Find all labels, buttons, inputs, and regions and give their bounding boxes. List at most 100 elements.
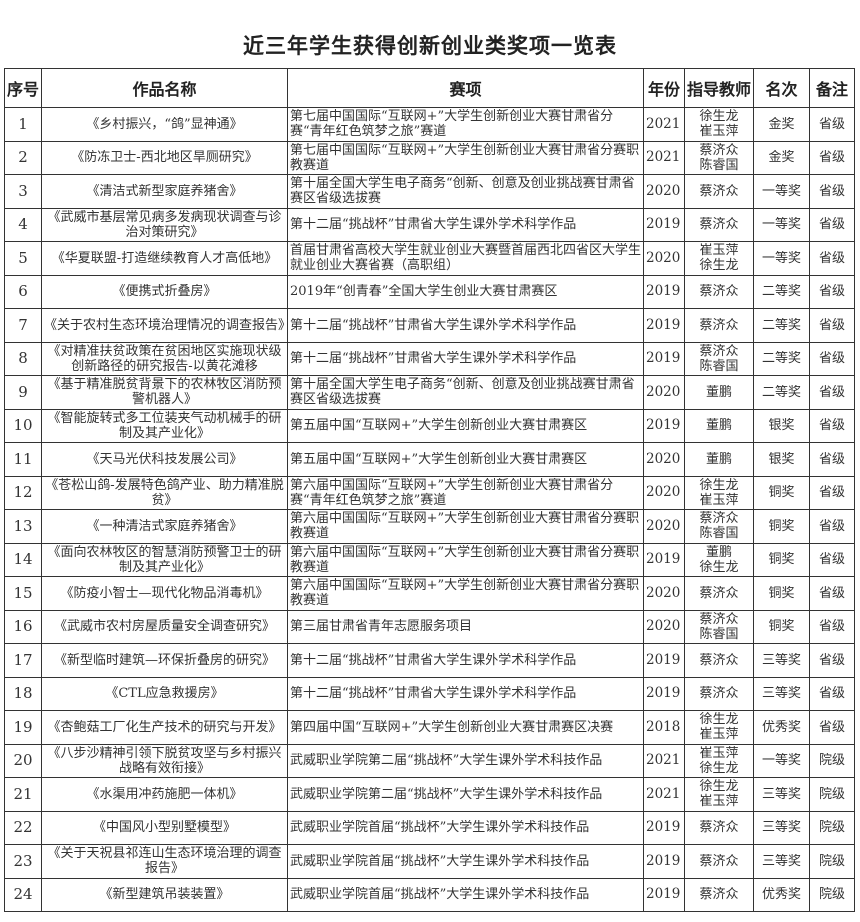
cell-level-text: 省级 bbox=[818, 451, 845, 467]
cell-level: 省级 bbox=[809, 174, 855, 209]
table-row: 3 《清洁式新型家庭养猪舍》 第十届全国大学生电子商务“创新、创意及创业挑战赛甘肃省… bbox=[4, 174, 855, 209]
cell-no: 19 bbox=[4, 710, 42, 745]
cell-no: 14 bbox=[4, 542, 42, 577]
cell-competition: 第五届中国“互联网+”大学生创新创业大赛甘肃赛区 bbox=[287, 408, 644, 443]
cell-year-text: 2019 bbox=[646, 552, 681, 568]
cell-name: 《关于农村生态环境治理情况的调查报告》 bbox=[41, 308, 288, 343]
cell-level-text: 省级 bbox=[818, 719, 845, 735]
cell-rank-text: 一等奖 bbox=[761, 250, 801, 266]
cell-year-text: 2020 bbox=[646, 451, 681, 467]
cell-year-text: 2020 bbox=[646, 384, 681, 400]
table-row: 24 《新型建筑吊装装置》 武威职业学院首届“挑战杯”大学生课外学术科技作品 2019… bbox=[4, 877, 855, 912]
cell-level-text: 省级 bbox=[818, 217, 845, 233]
cell-rank: 三等奖 bbox=[753, 844, 810, 879]
cell-teacher: 徐生龙 崔玉萍 bbox=[684, 107, 754, 142]
cell-level-text: 省级 bbox=[818, 518, 845, 534]
cell-rank-text: 三等奖 bbox=[761, 786, 801, 802]
cell-name-text: 《八步沙精神引领下脱贫攻坚与乡村振兴战略有效衔接》 bbox=[47, 745, 282, 776]
table-row: 6 《便携式折叠房》 2019年“创青春”全国大学生创业大赛甘肃赛区 2019 蔡济众 二… bbox=[4, 274, 855, 309]
cell-level: 院级 bbox=[809, 743, 855, 778]
cell-no: 3 bbox=[4, 174, 42, 209]
cell-name: 《杏鲍菇工厂化生产技术的研究与开发》 bbox=[41, 710, 288, 745]
table-row: 10 《智能旋转式多工位装夹气动机械手的研制及其产业化》 第五届中国“互联网+”大学… bbox=[4, 408, 855, 443]
cell-rank-text: 铜奖 bbox=[768, 485, 795, 501]
page-title: 近三年学生获得创新创业类奖项一览表 bbox=[243, 33, 617, 58]
table-row: 19 《杏鲍菇工厂化生产技术的研究与开发》 第四届中国“互联网+”大学生创新创业大赛… bbox=[4, 710, 855, 745]
cell-teacher-text: 蔡济众 bbox=[699, 217, 739, 233]
cell-rank: 三等奖 bbox=[753, 643, 810, 678]
cell-year: 2019 bbox=[643, 844, 685, 879]
cell-year-text: 2021 bbox=[646, 786, 681, 802]
cell-name: 《基于精准脱贫背景下的农林牧区消防预警机器人》 bbox=[41, 375, 288, 410]
cell-no-text: 23 bbox=[13, 853, 33, 869]
cell-rank: 金奖 bbox=[753, 140, 810, 175]
cell-no-text: 7 bbox=[18, 317, 28, 333]
cell-rank: 三等奖 bbox=[753, 676, 810, 711]
cell-rank-text: 三等奖 bbox=[761, 853, 801, 869]
cell-no-text: 24 bbox=[13, 887, 33, 903]
cell-name-text: 《关于天祝县祁连山生态环境治理的调查报告》 bbox=[47, 846, 282, 877]
cell-level-text: 省级 bbox=[818, 384, 845, 400]
cell-rank: 铜奖 bbox=[753, 509, 810, 544]
cell-teacher: 蔡济众 陈睿国 bbox=[684, 509, 754, 544]
cell-competition: 第六届中国国际“互联网+”大学生创新创业大赛甘肃省分赛职教赛道 bbox=[287, 509, 644, 544]
cell-teacher: 董鹏 徐生龙 bbox=[684, 542, 754, 577]
cell-teacher-text: 董鹏 bbox=[705, 384, 732, 400]
table-row: 22 《中国风小型别墅模型》 武威职业学院首届“挑战杯”大学生课外学术科技作品 201… bbox=[4, 810, 855, 845]
cell-rank: 二等奖 bbox=[753, 375, 810, 410]
cell-year: 2020 bbox=[643, 375, 685, 410]
cell-teacher: 蔡济众 bbox=[684, 676, 754, 711]
cell-no-text: 9 bbox=[18, 384, 28, 400]
cell-year: 2019 bbox=[643, 643, 685, 678]
table-row: 14 《面向农林牧区的智慧消防预警卫士的研制及其产业化》 第六届中国国际“互联网+”… bbox=[4, 542, 855, 577]
table-row: 16 《武威市农村房屋质量安全调查研究》 第三届甘肃省青年志愿服务项目 2020 蔡济众… bbox=[4, 609, 855, 644]
cell-teacher-text: 蔡济众 陈睿国 bbox=[699, 611, 739, 642]
cell-no: 17 bbox=[4, 643, 42, 678]
cell-rank-text: 一等奖 bbox=[761, 217, 801, 233]
cell-rank: 一等奖 bbox=[753, 207, 810, 242]
cell-competition: 首届甘肃省高校大学生就业创业大赛暨首届西北四省区大学生就业创业大赛省赛（高职组） bbox=[287, 241, 644, 276]
cell-teacher-text: 蔡济众 陈睿国 bbox=[699, 343, 739, 374]
table-row: 5 《华夏联盟-打造继续教育人才高低地》 首届甘肃省高校大学生就业创业大赛暨首届西北… bbox=[4, 241, 855, 276]
cell-no: 16 bbox=[4, 609, 42, 644]
cell-level: 省级 bbox=[809, 609, 855, 644]
cell-level: 省级 bbox=[809, 676, 855, 711]
cell-teacher-text: 董鹏 bbox=[705, 418, 732, 434]
cell-year-text: 2019 bbox=[646, 652, 681, 668]
cell-rank-text: 三等奖 bbox=[761, 686, 801, 702]
cell-name-text: 《便携式折叠房》 bbox=[112, 284, 217, 300]
cell-rank-text: 三等奖 bbox=[761, 820, 801, 836]
cell-teacher: 董鹏 bbox=[684, 375, 754, 410]
awards-table: 序号 作品名称 赛项 年份 指导教师 名次 备注 1 《乡村振兴，“鸽”显神通》第… bbox=[4, 68, 855, 912]
cell-name-text: 《新型建筑吊装装置》 bbox=[99, 887, 230, 903]
cell-no-text: 5 bbox=[18, 250, 28, 266]
cell-level-text: 省级 bbox=[818, 418, 845, 434]
cell-no-text: 17 bbox=[13, 652, 33, 668]
table-row: 2 《防冻卫士-西北地区旱厕研究》 第七届中国国际“互联网+”大学生创新创业大赛甘肃… bbox=[4, 140, 855, 175]
cell-year: 2021 bbox=[643, 140, 685, 175]
cell-no-text: 4 bbox=[18, 217, 28, 233]
cell-no: 5 bbox=[4, 241, 42, 276]
cell-no: 18 bbox=[4, 676, 42, 711]
cell-name: 《苍松山鸽-发展特色鸽产业、助力精准脱贫》 bbox=[41, 475, 288, 510]
cell-teacher-text: 蔡济众 陈睿国 bbox=[699, 511, 739, 542]
cell-competition: 武威职业学院第二届“挑战杯”大学生课外学术科技作品 bbox=[287, 743, 644, 778]
cell-teacher-text: 董鹏 徐生龙 bbox=[699, 544, 739, 575]
cell-rank-text: 一等奖 bbox=[761, 753, 801, 769]
cell-year-text: 2020 bbox=[646, 518, 681, 534]
cell-competition-text: 第十二届“挑战杯”甘肃省大学生课外学术科学作品 bbox=[290, 351, 577, 367]
cell-rank: 铜奖 bbox=[753, 576, 810, 611]
cell-competition: 武威职业学院首届“挑战杯”大学生课外学术科技作品 bbox=[287, 877, 644, 912]
cell-competition: 2019年“创青春”全国大学生创业大赛甘肃赛区 bbox=[287, 274, 644, 309]
cell-year: 2020 bbox=[643, 609, 685, 644]
cell-year-text: 2019 bbox=[646, 887, 681, 903]
table-row: 4 《武威市基层常见病多发病现状调查与诊治对策研究》 第十二届“挑战杯”甘肃省大学生… bbox=[4, 207, 855, 242]
cell-no: 1 bbox=[4, 107, 42, 142]
cell-year-text: 2021 bbox=[646, 753, 681, 769]
cell-competition-text: 第六届中国国际“互联网+”大学生创新创业大赛甘肃省分赛“青年红色筑梦之旅”赛道 bbox=[290, 477, 614, 508]
cell-year: 2019 bbox=[643, 810, 685, 845]
cell-level: 省级 bbox=[809, 241, 855, 276]
cell-year-text: 2019 bbox=[646, 284, 681, 300]
cell-year: 2020 bbox=[643, 174, 685, 209]
cell-year: 2019 bbox=[643, 542, 685, 577]
